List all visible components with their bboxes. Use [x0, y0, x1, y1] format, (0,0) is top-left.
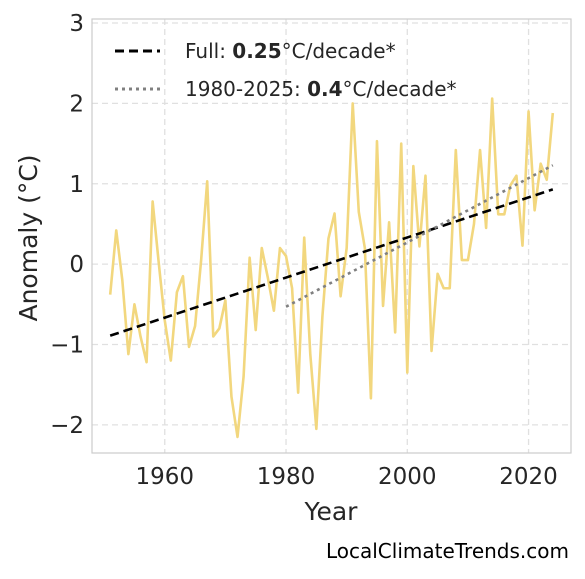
watermark: LocalClimateTrends.com [326, 539, 569, 563]
legend-entry-recent: 1980-2025: 0.4°C/decade* [185, 77, 457, 101]
legend-full-value: 0.25 [232, 39, 281, 63]
x-tick-label: 2020 [499, 464, 558, 490]
x-tick-label: 1960 [135, 464, 194, 490]
full-trend-line [109, 188, 554, 337]
x-tick-label: 2000 [378, 464, 437, 490]
legend-recent-value: 0.4 [307, 77, 342, 101]
y-tick-label: −2 [50, 413, 84, 439]
y-tick-label: −1 [50, 333, 84, 359]
recent-trend-line [285, 164, 554, 308]
y-tick-label: 1 [69, 172, 84, 198]
x-axis-label: Year [304, 497, 359, 526]
x-tick-label: 1980 [257, 464, 316, 490]
legend: Full: 0.25°C/decade* 1980-2025: 0.4°C/de… [115, 39, 457, 101]
legend-full-suffix: °C/decade* [282, 39, 396, 63]
grid [92, 19, 571, 453]
plot-frame [91, 18, 572, 454]
legend-recent-suffix: °C/decade* [343, 77, 457, 101]
series [108, 97, 555, 439]
legend-recent-prefix: 1980-2025: [185, 77, 307, 101]
anomaly-series-line [108, 97, 555, 439]
y-tick-label: 3 [69, 11, 84, 37]
tick-labels: 1960 1980 2000 2020 3 2 1 0 −1 −2 [50, 11, 558, 490]
y-axis-label: Anomaly (°C) [14, 154, 43, 321]
legend-entry-full: Full: 0.25°C/decade* [185, 39, 396, 63]
y-tick-label: 0 [69, 252, 84, 278]
legend-full-prefix: Full: [185, 39, 232, 63]
y-tick-label: 2 [69, 91, 84, 117]
